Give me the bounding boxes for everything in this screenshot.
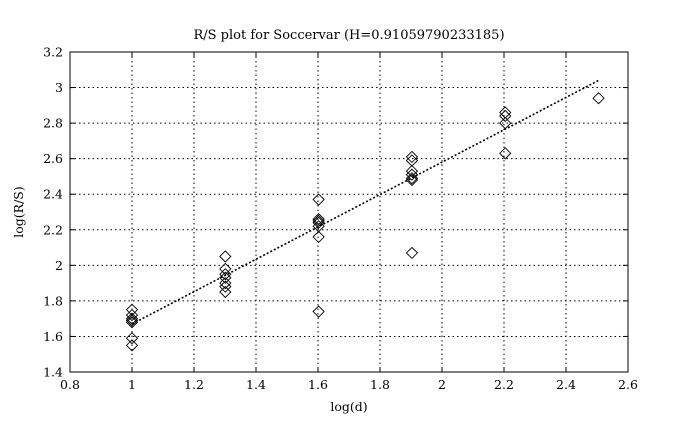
y-tick-label: 3 — [55, 80, 63, 95]
y-axis-label: log(R/S) — [11, 186, 26, 237]
data-points — [125, 92, 605, 352]
x-tick-label: 2.4 — [556, 377, 576, 392]
y-tick-label: 3.2 — [43, 45, 63, 60]
chart-title: R/S plot for Soccervar (H=0.910597902331… — [193, 28, 504, 43]
plot-frame — [69, 51, 629, 373]
x-tick-label: 2.6 — [618, 377, 638, 392]
x-tick-label: 1.4 — [246, 377, 266, 392]
x-tick-label: 1 — [128, 377, 136, 392]
data-point — [125, 314, 139, 327]
y-tick-label: 2.4 — [43, 187, 63, 202]
data-point — [219, 285, 232, 299]
x-axis-label: log(d) — [330, 399, 367, 414]
data-point — [405, 168, 419, 181]
data-point — [219, 268, 232, 281]
data-point — [312, 193, 325, 206]
data-point — [405, 164, 419, 178]
data-point — [312, 230, 325, 244]
axis-ticks — [69, 51, 629, 373]
data-point — [499, 109, 512, 123]
data-point — [125, 339, 139, 352]
y-tick-label: 1.8 — [43, 293, 63, 308]
x-tick-label: 1.8 — [370, 377, 390, 392]
x-tick-label: 1.6 — [308, 377, 328, 392]
data-point — [219, 280, 232, 293]
data-point — [125, 308, 139, 322]
fit-line — [131, 79, 599, 325]
data-point — [312, 305, 325, 318]
x-tick-label: 2 — [438, 377, 446, 392]
grid-lines — [70, 52, 628, 372]
data-point — [125, 312, 139, 325]
y-tick-label: 2 — [55, 258, 63, 273]
data-point — [499, 147, 512, 160]
data-point — [312, 216, 325, 229]
data-point — [405, 246, 419, 260]
y-tick-label: 1.4 — [43, 365, 63, 380]
data-point — [312, 214, 325, 228]
data-point — [405, 172, 419, 185]
data-point — [125, 332, 139, 345]
data-point — [592, 92, 605, 105]
y-tick-label: 2.8 — [43, 116, 63, 131]
x-tick-label: 0.8 — [60, 377, 80, 392]
data-point — [405, 150, 419, 164]
data-point — [405, 154, 419, 167]
y-tick-label: 2.2 — [43, 222, 63, 237]
data-point — [499, 116, 512, 130]
tick-labels: 0.8 1 1.2 1.4 1.6 1.8 2 2.2 2.4 2.6 1.4 1.6 1.8 2 2.2 2… — [43, 45, 638, 393]
x-tick-label: 2.2 — [494, 377, 514, 392]
data-point — [125, 316, 139, 329]
y-tick-label: 2.6 — [43, 151, 63, 166]
data-point — [312, 212, 325, 226]
data-point — [219, 271, 232, 284]
y-tick-label: 1.6 — [43, 329, 63, 344]
data-point — [219, 262, 232, 276]
data-point — [219, 250, 232, 263]
data-point — [219, 276, 232, 290]
data-point — [499, 106, 512, 119]
x-tick-label: 1.2 — [184, 377, 204, 392]
data-point — [405, 173, 419, 187]
